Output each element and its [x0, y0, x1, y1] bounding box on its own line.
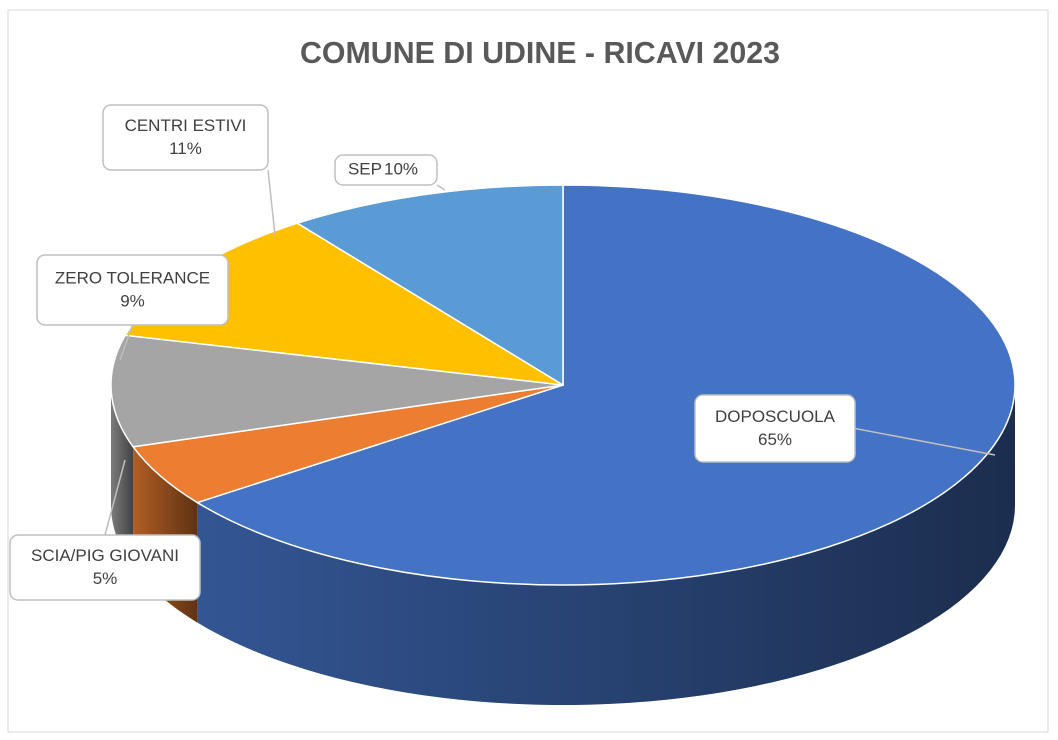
label-box — [694, 394, 856, 463]
label-category: SEP — [348, 159, 382, 178]
label-box — [36, 254, 229, 326]
label-value: 11% — [169, 139, 202, 158]
slice — [131, 384, 564, 504]
leader-line — [854, 427, 996, 456]
slice-side-shade — [197, 385, 1015, 705]
leader-line — [104, 459, 126, 536]
label-box — [9, 534, 201, 601]
chart-title: COMUNE DI UDINE - RICAVI 2023 — [300, 35, 780, 70]
label-value: 5% — [93, 569, 118, 588]
slice-side-shade — [111, 385, 134, 567]
label-category: SCIA/PIG GIOVANI — [31, 546, 179, 565]
label-value: 65% — [758, 430, 792, 449]
pie-tops — [110, 184, 1016, 586]
label-value: 9% — [120, 291, 145, 310]
label-category: CENTRI ESTIVI — [125, 116, 247, 135]
leader-line — [119, 324, 134, 361]
label-category: DOPOSCUOLA — [715, 407, 836, 426]
slice — [195, 184, 1016, 586]
label-category: ZERO TOLERANCE — [55, 268, 210, 287]
slice — [110, 334, 564, 448]
label-box — [334, 154, 438, 186]
data-labels: DOPOSCUOLA 65% SCIA/PIG GIOVANI 5% ZERO TOLE… — [9, 104, 996, 601]
slice — [295, 184, 564, 387]
leader-line — [267, 169, 276, 236]
leader-line — [436, 184, 446, 191]
label-value: 10% — [384, 159, 418, 178]
label-box — [102, 104, 269, 171]
